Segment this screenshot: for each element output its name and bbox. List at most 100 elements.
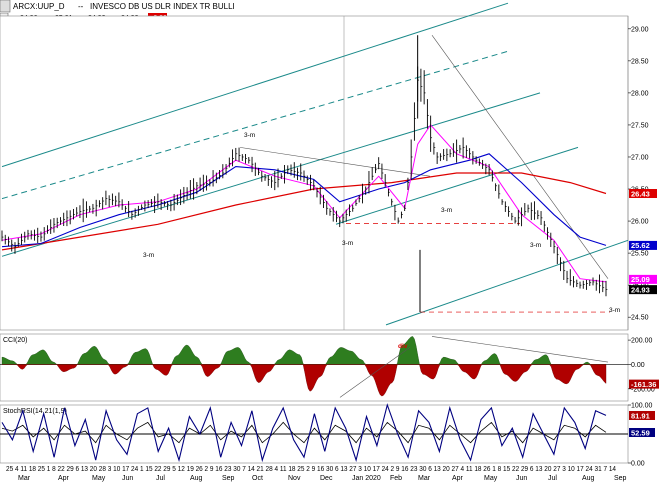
- ohlc-strip: 24.96 25.01 24.92 24.93 -0.20: [0, 13, 167, 22]
- price-ytick-label: 27.50: [631, 122, 649, 129]
- x-month-label: Aug: [582, 475, 595, 482]
- price-ytick-label: 24.50: [631, 315, 649, 322]
- stoch-title: StochRSI(14,21(1,9): [3, 408, 67, 415]
- stochrsi-panel: StochRSI(14,21(1,9) 100.00 0.00 81.91 52.59: [0, 403, 655, 468]
- ma-mid-line: [1, 153, 607, 248]
- x-month-label: Mar: [418, 475, 431, 482]
- price-ytick-label: 25.00: [631, 283, 649, 290]
- chart-menu-icon[interactable]: [0, 0, 11, 13]
- x-month-label: Nov: [288, 475, 301, 482]
- change-value: -0.20: [151, 15, 167, 22]
- cci-title: CCI(20): [3, 337, 28, 344]
- x-month-label: Apr: [58, 475, 70, 482]
- wave-label-3m: 3-m: [441, 207, 452, 214]
- channel-mid-dashed: [1, 50, 509, 200]
- channel-recent-lower: [385, 239, 629, 326]
- x-month-label: Aug: [190, 475, 203, 482]
- channel-lower-line: [1, 92, 541, 257]
- cci-last-value: -161.36: [631, 380, 656, 389]
- trendline-top: [239, 147, 431, 177]
- ohlc-open: 24.96: [20, 15, 38, 22]
- stoch-ytick-label: 100.00: [631, 403, 653, 410]
- x-month-label: Feb: [390, 475, 402, 482]
- data-window: Price 29.134623 Date 12/26/19 Open 26.24…: [3, 29, 49, 96]
- symbol-label: ARCX:UUP_D: [13, 2, 65, 11]
- stoch-frame: [0, 404, 629, 464]
- x-month-label: Dec: [320, 475, 333, 482]
- stoch-slow-last-box: [629, 427, 655, 437]
- price-ytick-label: 28.50: [631, 58, 649, 65]
- wave-label-3m: 3-m: [342, 240, 353, 247]
- info-barix: Bar Ix -170: [3, 88, 34, 96]
- x-month-label: Jun: [122, 475, 133, 482]
- last-value-ma_long: 26.43: [631, 189, 650, 198]
- last-value-box-price: [629, 285, 657, 295]
- channel-recent-upper: [335, 146, 579, 225]
- wave-label-3m: 3-m: [609, 307, 620, 314]
- x-month-label: Jul: [156, 475, 165, 482]
- stoch-fast-last-box: [629, 410, 655, 420]
- ohlc-high: 25.01: [55, 15, 73, 22]
- x-month-label: Sep: [222, 475, 235, 482]
- ma-short-line: [1, 124, 607, 283]
- wave-label-3m: 3-m: [530, 242, 541, 249]
- cci-negative-area: [1, 364, 607, 397]
- info-high: High 26.26: [3, 51, 34, 59]
- ma-long-line: [1, 172, 607, 251]
- stoch-slow-line: [1, 421, 607, 444]
- x-month-label: Oct: [252, 475, 263, 482]
- info-open: Open 26.24: [3, 43, 36, 51]
- x-month-label: May: [484, 475, 498, 482]
- info-chg: Chr % 19.2: [3, 73, 35, 81]
- last-value-ma_mid: 25.62: [631, 241, 650, 250]
- price-ytick-label: 27.00: [631, 154, 649, 161]
- instrument-title: INVESCO DB US DLR INDEX TR BULLI: [90, 2, 235, 11]
- info-low: Low 26.21: [3, 58, 33, 66]
- stoch-ytick-label: 0.00: [631, 461, 645, 468]
- wave-label-3m: 3-m: [244, 132, 255, 139]
- last-value-box-ma_mid: [629, 240, 657, 250]
- x-month-label: Sep: [614, 475, 627, 482]
- x-axis: 25 4 11 18 25 1 8 22 29 6 13 20 28 3 10 …: [6, 466, 627, 482]
- x-month-label: Jul: [548, 475, 557, 482]
- price-ytick-label: 26.50: [631, 187, 649, 194]
- x-month-label: Jan 2020: [352, 475, 381, 482]
- price-ytick-label: 28.00: [631, 90, 649, 97]
- title-bar: ARCX:UUP_D -- INVESCO DB US DLR INDEX TR…: [0, 0, 672, 13]
- x-month-label: Jun: [516, 475, 527, 482]
- last-value-ma_short: 25.09: [631, 275, 650, 284]
- cci-trendline-2: [431, 336, 609, 363]
- info-price: Price 29.134623: [3, 29, 49, 36]
- divergence-label: div: [398, 343, 408, 350]
- stoch-fast-last-value: 81.91: [631, 411, 650, 420]
- cci-ytick-label: 200.00: [631, 338, 653, 345]
- cci-ytick-label: 0.00: [631, 362, 645, 369]
- last-value-price: 24.93: [631, 285, 650, 294]
- cci-last-value-box: [629, 379, 659, 389]
- info-date: Date 12/26/19: [3, 36, 43, 44]
- last-value-box-ma_short: [629, 274, 657, 284]
- cci-frame: [0, 333, 629, 402]
- expand-icon[interactable]: [0, 13, 9, 22]
- separator-label: --: [78, 2, 84, 11]
- price-frame: [0, 15, 629, 331]
- cci-positive-area: [1, 336, 607, 365]
- x-month-label: May: [92, 475, 106, 482]
- ohlc-close: 24.93: [121, 15, 139, 22]
- trendline-decline: [431, 35, 609, 279]
- cci-ytick-label: -200.00: [631, 386, 655, 393]
- price-ytick-label: 26.00: [631, 219, 649, 226]
- price-bars: [1, 35, 608, 297]
- x-month-label: Mar: [18, 475, 31, 482]
- ohlc-low: 24.92: [88, 15, 106, 22]
- x-day-ticks: 25 4 11 18 25 1 8 22 29 6 13 20 28 3 10 …: [6, 466, 616, 473]
- info-close: Close 26.22: [3, 66, 37, 74]
- price-ytick-label: 25.50: [631, 251, 649, 258]
- stoch-slow-last-value: 52.59: [631, 428, 650, 437]
- price-panel: 29.0028.5028.0027.5027.0026.5026.0025.50…: [0, 2, 657, 331]
- cci-panel: CCI(20) 200.00 0.00 -200.00 div -161.36: [0, 333, 659, 402]
- info-bars: # Bars 32: [3, 80, 30, 88]
- x-month-label: Apr: [452, 475, 464, 482]
